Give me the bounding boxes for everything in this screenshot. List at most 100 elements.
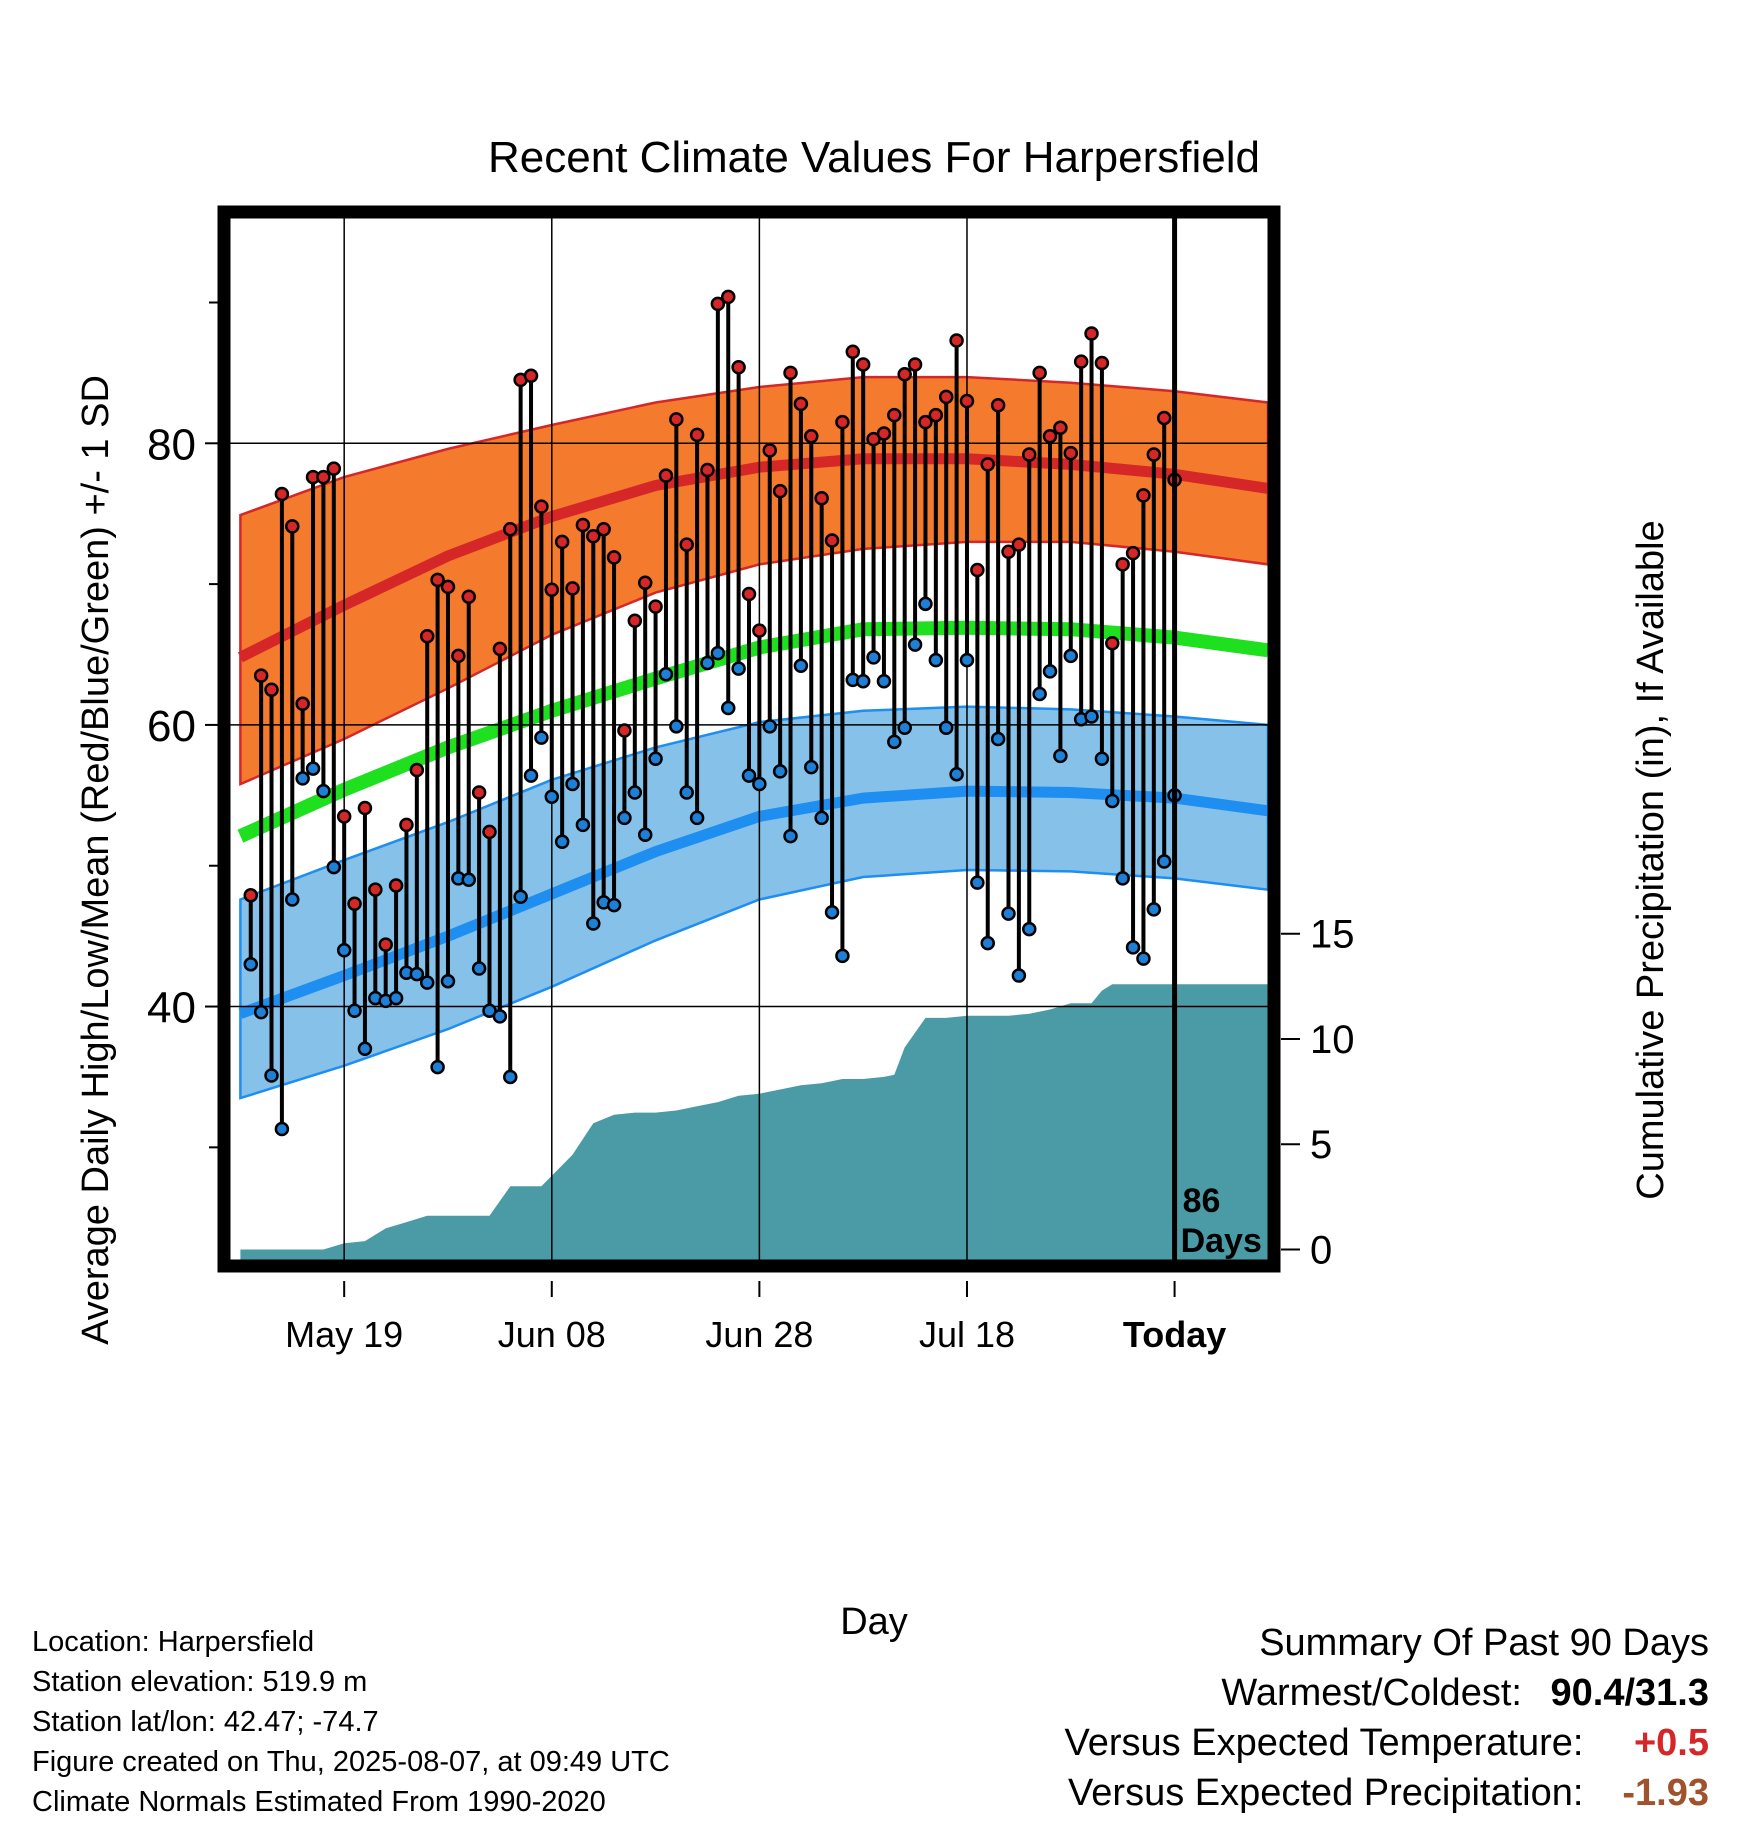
observed-low-point <box>720 700 736 716</box>
observed-high-point <box>928 407 944 423</box>
warmest-coldest-label: Warmest/Coldest: <box>1221 1672 1522 1714</box>
observed-low-point <box>430 1059 445 1075</box>
observed-low-point <box>1094 751 1110 766</box>
observed-low-point <box>285 892 300 907</box>
observed-high-point <box>689 427 705 443</box>
observed-low-point <box>357 1041 373 1057</box>
observed-low-point <box>316 783 331 799</box>
observed-low-point <box>1022 921 1037 937</box>
observed-high-point <box>503 521 518 537</box>
observed-low-point <box>471 961 487 976</box>
observed-high-point <box>554 534 570 550</box>
observed-low-point <box>700 655 715 671</box>
observed-low-point <box>1156 854 1172 869</box>
observed-low-point <box>409 966 425 982</box>
observed-low-point <box>938 720 954 735</box>
observed-low-point <box>336 942 352 958</box>
observed-high-point <box>1022 447 1037 462</box>
y2-tick-label: 10 <box>1310 1018 1355 1062</box>
observed-high-point <box>295 696 310 712</box>
observed-low-point <box>689 810 705 826</box>
observed-low-point <box>814 810 829 826</box>
observed-high-point <box>887 407 902 423</box>
observed-high-point <box>1156 410 1172 426</box>
elevation-text: Station elevation: 519.9 m <box>32 1666 368 1698</box>
observed-low-point <box>772 764 788 779</box>
y2-tick-label: 0 <box>1310 1228 1332 1272</box>
observed-high-point <box>949 333 964 348</box>
temperature-value: +0.5 <box>1633 1722 1709 1764</box>
observed-high-point <box>804 429 819 444</box>
observed-high-point <box>1146 447 1162 462</box>
x-axis-label: Day <box>840 1601 908 1643</box>
days-count-label: 86 <box>1183 1182 1221 1220</box>
observed-high-point <box>544 582 560 597</box>
observed-high-point <box>430 572 445 588</box>
warmest-coldest-row: Warmest/Coldest: 90.4/31.3 <box>1221 1672 1709 1715</box>
observed-low-point <box>274 1121 290 1137</box>
observed-low-point <box>264 1068 279 1083</box>
observed-high-point <box>461 589 476 605</box>
chart-title: Recent Climate Values For Harpersfield <box>488 133 1260 182</box>
observed-high-point <box>658 468 674 483</box>
observed-high-point <box>316 469 331 485</box>
temperature-label: Versus Expected Temperature: <box>1064 1722 1584 1764</box>
observed-high-point <box>814 490 829 506</box>
observed-low-point <box>804 759 819 775</box>
observed-low-point <box>295 771 310 786</box>
observed-high-point <box>596 521 611 537</box>
observed-high-point <box>897 367 912 382</box>
observed-high-point <box>409 762 425 778</box>
observed-high-point <box>980 457 995 472</box>
x-tick-label: Jul 18 <box>919 1314 1015 1355</box>
observed-low-point <box>1125 940 1141 955</box>
observed-high-point <box>918 414 933 430</box>
observed-high-point <box>378 937 393 952</box>
observed-low-point <box>710 645 726 661</box>
y2-tick-label: 15 <box>1310 913 1355 957</box>
observed-low-point <box>637 827 653 843</box>
observed-low-point <box>1042 664 1058 679</box>
observed-high-point <box>783 365 798 381</box>
x-tick-label: Jun 28 <box>705 1314 813 1355</box>
observed-low-point <box>1136 951 1151 966</box>
observed-high-point <box>1032 365 1047 381</box>
latlon-text: Station lat/lon: 42.47; -74.7 <box>32 1706 379 1738</box>
observed-low-point <box>907 637 923 652</box>
observed-high-point <box>1094 355 1110 371</box>
observed-low-point <box>347 1003 362 1019</box>
observed-low-point <box>253 1004 269 1020</box>
observed-low-point <box>679 785 694 800</box>
observed-low-point <box>534 730 549 745</box>
observed-high-point <box>565 581 580 596</box>
observed-low-point <box>575 817 591 833</box>
precipitation-row: Versus Expected Precipitation: -1.93 <box>1068 1772 1709 1815</box>
observed-high-point <box>1011 537 1027 552</box>
y-tick-label: 40 <box>147 984 196 1033</box>
observed-low-point <box>1001 906 1016 921</box>
observed-low-point <box>326 859 342 875</box>
observed-high-point <box>970 562 985 578</box>
observed-high-point <box>907 357 923 372</box>
observed-low-point <box>658 666 674 682</box>
y-tick-label: 80 <box>147 420 196 469</box>
observed-low-point <box>1053 748 1068 764</box>
observed-high-point <box>482 824 497 840</box>
observed-low-point <box>565 776 580 792</box>
y-axis-label: Average Daily High/Low/Mean (Red/Blue/Gr… <box>75 375 117 1345</box>
observed-high-point <box>669 412 684 427</box>
observed-high-point <box>772 483 788 499</box>
observed-low-point <box>669 719 684 734</box>
observed-high-point <box>399 817 414 833</box>
observed-high-point <box>285 519 300 534</box>
observed-low-point <box>835 948 850 964</box>
observed-low-point <box>1115 871 1130 886</box>
observed-low-point <box>1146 902 1162 917</box>
observed-high-point <box>523 368 539 383</box>
observed-low-point <box>440 973 456 989</box>
precipitation-area <box>240 984 1268 1260</box>
observed-low-point <box>503 1069 518 1085</box>
observed-high-point <box>637 575 653 590</box>
observed-high-point <box>720 289 736 305</box>
